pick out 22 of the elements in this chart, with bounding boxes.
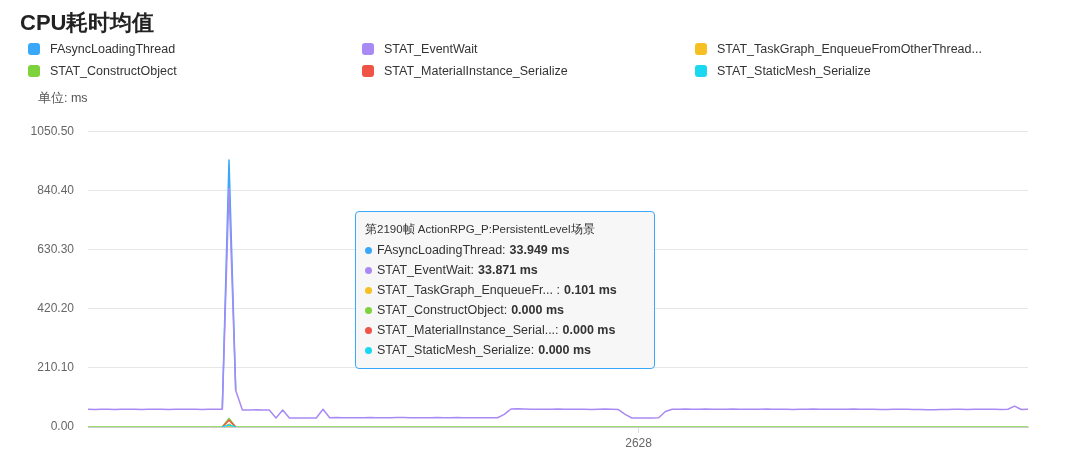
annotation: STAT_StaticMesh_Serialize: 0.000 ms	[377, 343, 592, 357]
legend-label: STAT_EventWait	[384, 42, 478, 56]
y-tick-label: 0.00	[50, 419, 75, 434]
y-tick-label: 210.10	[37, 360, 75, 375]
legend-label: FAsyncLoadingThread	[50, 42, 176, 56]
annotation: STAT_MaterialInstance_Serial...: 0.000 ms	[377, 323, 616, 337]
y-tick-label: 1050.50	[30, 123, 75, 138]
y-axis-title: 单位: ms	[38, 90, 88, 107]
x-tick-label: 2628	[625, 435, 653, 450]
annotation: STAT_EventWait: 33.871 ms	[377, 263, 538, 277]
y-tick-label: 840.40	[37, 182, 75, 197]
y-tick-label: 420.20	[37, 300, 75, 315]
annotation: STAT_ConstructObject: 0.000 ms	[377, 303, 564, 317]
chart-title: CPU耗时均值	[20, 9, 155, 37]
annotation: FAsyncLoadingThread: 33.949 ms	[377, 243, 570, 257]
legend-label: STAT_TaskGraph_EnqueueFromOtherThread...	[717, 42, 982, 56]
y-tick-label: 630.30	[37, 241, 75, 256]
legend-label: STAT_StaticMesh_Serialize	[717, 64, 871, 78]
annotation: 第2190帧 ActionRPG_P:PersistentLevel场景	[365, 222, 596, 237]
annotation: STAT_TaskGraph_EnqueueFr... : 0.101 ms	[377, 283, 617, 297]
legend-label: STAT_MaterialInstance_Serialize	[384, 64, 568, 78]
legend-label: STAT_ConstructObject	[50, 64, 177, 78]
